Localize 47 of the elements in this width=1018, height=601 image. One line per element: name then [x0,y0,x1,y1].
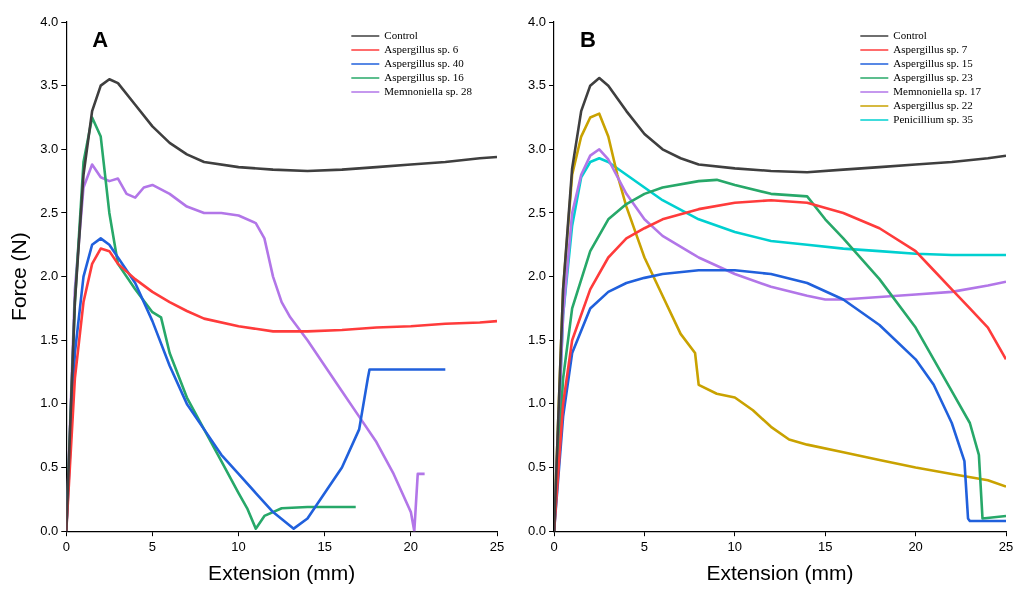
x-tick-label: 25 [998,538,1014,554]
y-tick-label: 4.0 [527,13,547,29]
legend-label: Aspergillus sp. 40 [384,56,465,69]
y-tick-label: 2.0 [40,268,59,284]
x-tick-label: 0 [62,538,70,554]
y-tick-label: 2.5 [527,204,547,220]
y-tick-label: 1.0 [527,395,547,411]
x-tick-label: 10 [231,538,246,554]
x-tick-label: 15 [317,538,332,554]
x-tick-label: 10 [727,538,743,554]
legend-label: Memnoniella sp. 17 [893,84,982,97]
y-tick-label: 1.5 [40,331,59,347]
y-tick-label: 2.0 [527,268,547,284]
y-tick-label: 3.5 [527,77,547,93]
x-tick-label: 0 [550,538,558,554]
y-tick-label: 1.0 [40,395,59,411]
y-tick-label: 3.0 [527,140,547,156]
legend-label: Aspergillus sp. 15 [893,56,974,69]
legend-label: Aspergillus sp. 6 [384,42,459,55]
y-tick-label: 0.5 [527,459,547,475]
y-axis-title: Force (N) [7,232,31,321]
x-tick-label: 5 [640,538,649,554]
legend-label: Aspergillus sp. 23 [893,70,974,83]
legend-label: Penicillium sp. 35 [893,112,974,125]
x-tick-label: 20 [403,538,419,554]
x-tick-label: 20 [908,538,923,554]
y-tick-label: 1.5 [527,331,547,347]
y-tick-label: 0.0 [40,522,59,538]
legend-label: Aspergillus sp. 16 [384,70,465,83]
y-tick-label: 3.5 [40,77,59,93]
legend-label: Aspergillus sp. 22 [893,98,973,111]
legend-label: Memnoniella sp. 28 [384,84,473,97]
y-tick-label: 4.0 [40,13,59,29]
x-tick-label: 25 [489,538,505,554]
x-axis-title: Extension (mm) [706,561,854,585]
x-axis-title: Extension (mm) [208,561,356,585]
legend-label: Control [893,28,927,41]
y-tick-label: 3.0 [40,140,59,156]
y-tick-label: 0.5 [40,459,59,475]
y-tick-label: 0.0 [527,522,547,538]
x-tick-label: 5 [148,538,157,554]
chart-title: A [92,27,109,53]
y-tick-label: 2.5 [40,204,59,220]
legend-label: Aspergillus sp. 7 [893,42,968,55]
chart-title: B [580,27,596,53]
x-tick-label: 15 [817,538,833,554]
legend-label: Control [384,28,418,41]
